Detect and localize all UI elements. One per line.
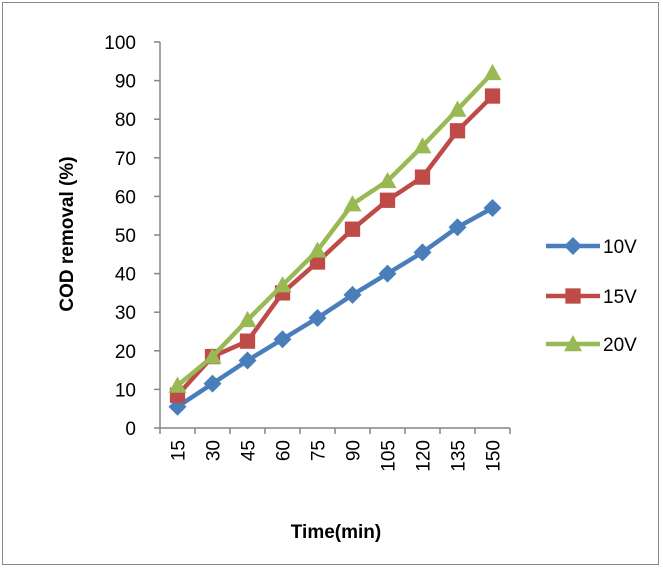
x-tick-label: 150 xyxy=(484,440,505,472)
data-point-marker xyxy=(238,351,257,370)
y-tick-label: 100 xyxy=(104,33,136,54)
axes: 0 10 20 30 40 50 60 70 80 90 100 15 30 45 60 75 90 105 120… xyxy=(104,33,511,472)
data-point-marker xyxy=(565,288,581,304)
legend-entry-15V: 15V xyxy=(546,287,637,308)
data-point-marker xyxy=(343,285,362,304)
data-point-marker xyxy=(378,264,397,283)
legend-entry-20V: 20V xyxy=(546,335,637,356)
data-point-marker xyxy=(379,192,396,208)
x-axis-title: Time(min) xyxy=(291,522,381,543)
data-point-marker xyxy=(308,241,327,258)
data-point-marker xyxy=(564,335,582,352)
y-tick-label: 60 xyxy=(115,187,136,208)
data-point-marker xyxy=(414,169,431,185)
data-point-marker xyxy=(238,310,257,328)
series-line xyxy=(176,206,494,409)
x-tick-label: 45 xyxy=(239,440,260,461)
x-tick-label: 135 xyxy=(449,440,470,472)
series-line xyxy=(176,71,495,388)
legend-label: 20V xyxy=(603,335,637,356)
data-point-marker xyxy=(308,308,327,327)
data-point-marker xyxy=(309,254,326,270)
data-point-marker xyxy=(413,243,432,262)
y-tick-label: 80 xyxy=(115,110,136,131)
y-tick-label: 0 xyxy=(125,419,136,440)
data-point-marker xyxy=(203,347,222,364)
data-point-marker xyxy=(273,330,292,349)
y-tick-label: 90 xyxy=(115,72,136,93)
x-tick-label: 105 xyxy=(379,440,400,472)
data-point-marker xyxy=(239,333,256,349)
y-tick-label: 10 xyxy=(115,380,136,401)
data-point-marker xyxy=(564,237,582,255)
series-line xyxy=(175,94,495,397)
legend-label: 10V xyxy=(603,237,637,258)
data-point-marker xyxy=(483,63,502,81)
data-point-marker xyxy=(448,100,467,117)
data-point-marker xyxy=(344,221,361,237)
data-point-marker xyxy=(483,198,502,217)
y-tick-label: 20 xyxy=(115,342,136,363)
legend: 10V 15V 20V xyxy=(546,237,637,356)
y-axis-title: COD removal (%) xyxy=(57,156,78,311)
data-point-marker xyxy=(378,171,397,189)
data-point-marker xyxy=(273,276,292,293)
series-10V xyxy=(168,198,502,416)
x-tick-label: 15 xyxy=(169,440,190,461)
legend-entry-10V: 10V xyxy=(546,237,637,258)
data-point-marker xyxy=(343,195,362,212)
series-20V xyxy=(168,63,502,393)
data-point-marker xyxy=(484,88,501,104)
legend-label: 15V xyxy=(603,287,637,308)
data-point-marker xyxy=(203,374,222,393)
x-tick-label: 30 xyxy=(204,440,225,461)
y-tick-label: 70 xyxy=(115,149,136,170)
data-point-marker xyxy=(448,218,467,237)
series-layer xyxy=(168,63,502,416)
series-15V xyxy=(169,88,501,403)
data-point-marker xyxy=(413,137,432,154)
y-tick-label: 40 xyxy=(115,265,136,286)
x-tick-label: 60 xyxy=(274,440,295,461)
y-tick-label: 50 xyxy=(115,226,136,247)
y-tick-label: 30 xyxy=(115,303,136,324)
data-point-marker xyxy=(449,123,466,139)
data-point-marker xyxy=(168,376,187,393)
x-tick-label: 90 xyxy=(344,440,365,461)
x-tick-label: 75 xyxy=(309,440,330,461)
x-tick-label: 120 xyxy=(414,440,435,472)
